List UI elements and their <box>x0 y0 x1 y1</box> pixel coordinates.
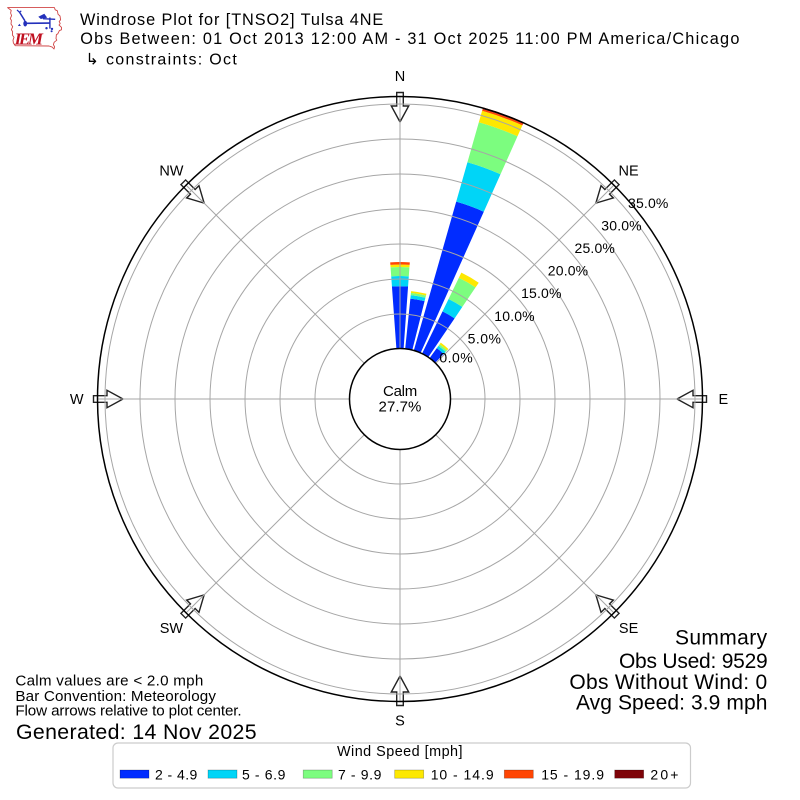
svg-text:SW: SW <box>160 621 184 637</box>
svg-text:30.0%: 30.0% <box>601 217 642 233</box>
svg-text:15 - 19.9: 15 - 19.9 <box>541 767 605 783</box>
svg-text:27.7%: 27.7% <box>379 398 422 415</box>
svg-text:S: S <box>395 714 405 730</box>
svg-text:7 - 9.9: 7 - 9.9 <box>338 767 382 783</box>
svg-text:20.0%: 20.0% <box>548 263 589 279</box>
svg-text:Windrose Plot for [TNSO2] Tuls: Windrose Plot for [TNSO2] Tulsa 4NE <box>80 11 384 29</box>
svg-text:Flow arrows relative to plot c: Flow arrows relative to plot center. <box>15 702 241 719</box>
svg-text:Obs Without Wind: 0: Obs Without Wind: 0 <box>569 671 767 694</box>
svg-text:N: N <box>395 69 405 85</box>
svg-text:Wind Speed [mph]: Wind Speed [mph] <box>337 744 463 760</box>
svg-text:5 - 6.9: 5 - 6.9 <box>242 767 286 783</box>
svg-text:35.0%: 35.0% <box>628 195 669 211</box>
svg-text:15.0%: 15.0% <box>521 285 562 301</box>
svg-text:↳ constraints: Oct: ↳ constraints: Oct <box>86 51 239 68</box>
svg-text:Avg Speed: 3.9 mph: Avg Speed: 3.9 mph <box>576 692 768 715</box>
svg-text:2 - 4.9: 2 - 4.9 <box>155 767 198 783</box>
svg-text:NE: NE <box>619 164 639 180</box>
svg-text:20+: 20+ <box>650 767 680 783</box>
svg-text:5.0%: 5.0% <box>468 330 502 346</box>
svg-text:Calm: Calm <box>383 383 417 400</box>
svg-text:Generated: 14 Nov 2025: Generated: 14 Nov 2025 <box>16 720 257 744</box>
svg-text:10.0%: 10.0% <box>494 308 535 324</box>
svg-text:Obs Used: 9529: Obs Used: 9529 <box>619 650 768 673</box>
svg-text:10 - 14.9: 10 - 14.9 <box>431 767 495 783</box>
svg-text:SE: SE <box>619 621 639 637</box>
svg-text:NW: NW <box>159 164 183 180</box>
svg-text:Summary: Summary <box>675 627 768 650</box>
svg-text:Obs Between: 01 Oct 2013 12:00: Obs Between: 01 Oct 2013 12:00 AM - 31 O… <box>80 30 740 48</box>
svg-text:W: W <box>70 392 84 408</box>
svg-text:25.0%: 25.0% <box>575 240 616 256</box>
svg-text:0.0%: 0.0% <box>439 350 473 366</box>
svg-text:Bar Convention: Meteorology: Bar Convention: Meteorology <box>15 688 216 705</box>
svg-text:IEM: IEM <box>14 29 44 48</box>
svg-text:Calm values are < 2.0 mph: Calm values are < 2.0 mph <box>15 673 203 690</box>
svg-text:E: E <box>718 392 728 408</box>
